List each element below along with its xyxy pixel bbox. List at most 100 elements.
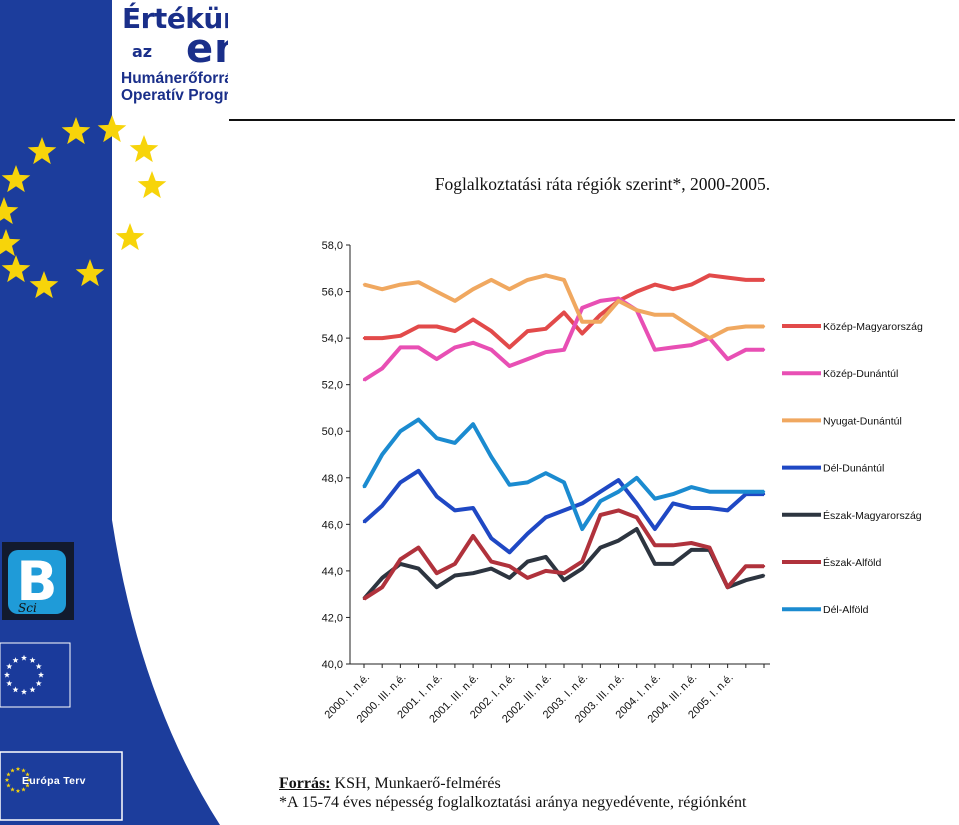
eu-flag-icon: [0, 642, 71, 708]
data-point: [417, 325, 420, 328]
data-point: [580, 560, 584, 563]
data-point: [435, 495, 438, 498]
data-point: [671, 288, 675, 291]
data-point: [762, 278, 766, 282]
star-icon: [97, 115, 127, 143]
y-tick-label: 48,0: [322, 473, 343, 485]
y-tick-label: 58,0: [322, 240, 343, 252]
star-icon: [35, 680, 42, 687]
star-icon: [4, 777, 10, 782]
data-point: [617, 299, 620, 303]
data-point: [562, 509, 566, 512]
star-icon: [129, 135, 159, 163]
series-line: [362, 508, 764, 601]
data-point: [399, 283, 402, 286]
logo-az: az: [132, 42, 153, 61]
data-point: [544, 274, 548, 277]
data-point: [599, 546, 602, 549]
data-point: [380, 453, 384, 456]
data-point: [380, 367, 384, 370]
data-point: [417, 546, 420, 549]
data-point: [508, 364, 511, 368]
program-line2: Operatív Program: [121, 87, 228, 104]
data-point: [653, 283, 657, 286]
legend-label: Közép-Dunántúl: [823, 368, 898, 380]
source-text: KSH, Munkaerő-felmérés: [330, 775, 501, 792]
data-point: [399, 558, 402, 561]
y-tick-label: 46,0: [322, 519, 343, 531]
data-point: [471, 423, 475, 426]
data-point: [635, 516, 638, 519]
data-point: [690, 325, 693, 328]
data-point: [471, 318, 475, 321]
data-point: [599, 513, 602, 517]
data-point: [599, 490, 602, 493]
series-line: [362, 417, 764, 531]
data-point: [671, 562, 675, 566]
data-point: [399, 481, 402, 484]
data-point: [617, 539, 620, 542]
data-point: [635, 290, 638, 293]
program-name: Humánerőforrás- fejlesztési Operatív Pro…: [121, 70, 228, 104]
logo-line2: ember: [186, 26, 228, 72]
data-point: [671, 502, 675, 505]
data-point: [653, 313, 657, 317]
star-icon: [115, 223, 145, 251]
star-icon: [6, 663, 13, 670]
data-point: [526, 481, 529, 484]
data-point: [580, 567, 584, 570]
star-icon: [35, 663, 42, 670]
chart-title: Foglalkoztatási ráta régiók szerint*, 20…: [434, 174, 771, 194]
star-icon: [6, 783, 11, 788]
data-point: [362, 378, 366, 382]
data-point: [762, 490, 766, 493]
star-icon: [29, 657, 36, 663]
data-point: [599, 313, 602, 317]
data-point: [453, 574, 457, 577]
data-point: [762, 348, 766, 351]
data-point: [453, 299, 457, 303]
star-icon: [6, 680, 13, 687]
data-point: [508, 288, 511, 291]
data-point: [599, 499, 602, 503]
data-point: [380, 288, 384, 291]
data-point: [490, 567, 493, 570]
star-icon: [61, 117, 91, 145]
data-point: [744, 490, 748, 493]
data-point: [417, 469, 420, 472]
data-point: [417, 281, 420, 284]
data-point: [362, 597, 366, 601]
star-icon: [1, 165, 31, 193]
data-point: [653, 562, 657, 566]
europa-terv-logo: [0, 751, 123, 821]
data-point: [635, 527, 638, 531]
data-point: [380, 585, 384, 589]
data-point: [380, 504, 384, 507]
data-point: [453, 346, 457, 349]
data-point: [471, 572, 475, 575]
data-point: [399, 430, 402, 433]
data-point: [726, 327, 729, 330]
data-point: [690, 548, 693, 552]
data-point: [453, 509, 457, 512]
star-icon: [26, 777, 32, 782]
star-icon: [15, 766, 21, 771]
source-note: *A 15-74 éves népesség foglalkoztatási a…: [279, 794, 747, 811]
data-point: [380, 576, 384, 580]
header-divider: [229, 119, 955, 121]
logo-line1: Értékünk: [122, 2, 228, 35]
data-point: [544, 569, 548, 573]
data-point: [708, 274, 711, 277]
data-point: [708, 490, 711, 493]
y-tick-label: 56,0: [322, 287, 343, 299]
legend-label: Dél-Dunántúl: [823, 463, 884, 475]
star-icon: [4, 671, 10, 678]
y-tick-label: 44,0: [322, 566, 343, 578]
data-point: [635, 476, 638, 479]
b-sci-badge: B Sci: [2, 542, 74, 620]
data-point: [508, 483, 511, 486]
star-icon: [21, 768, 26, 773]
sidebar-banner: B Sci Értékünk az ember Humánerőforrás- …: [0, 0, 228, 825]
badge-sub: Sci: [18, 601, 37, 615]
star-icon: [27, 137, 57, 165]
